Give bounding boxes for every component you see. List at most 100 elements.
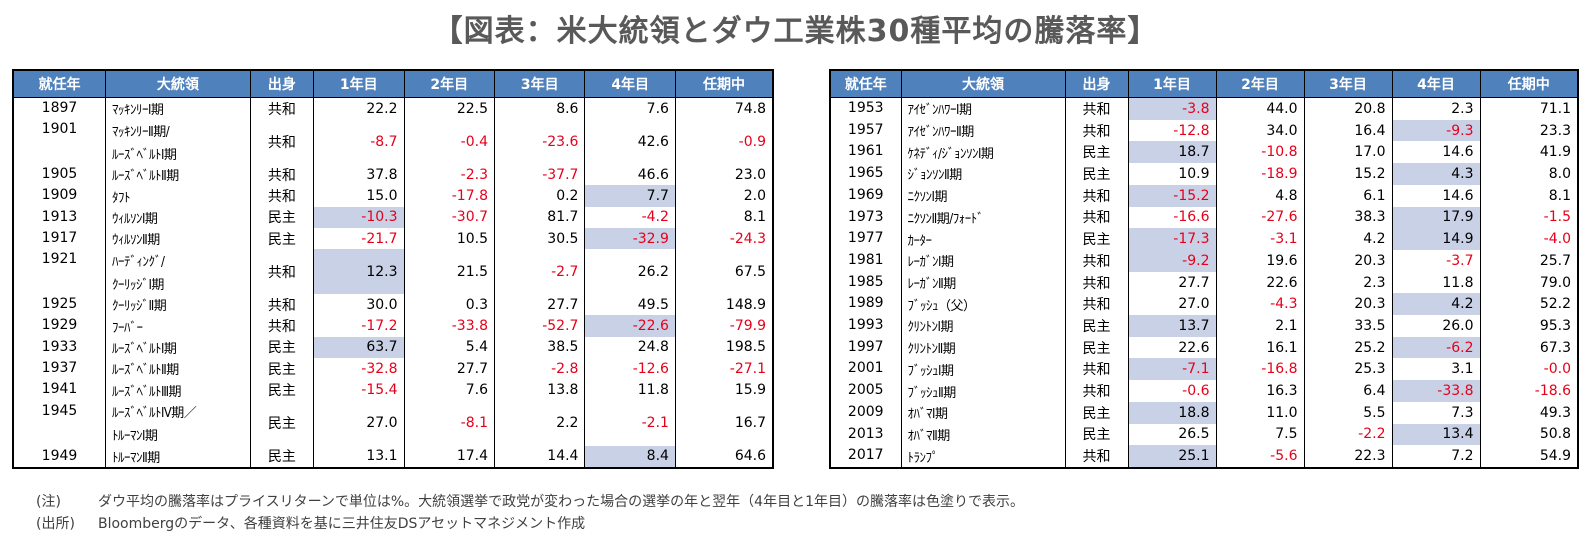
cell-year2: 34.0 [1215, 119, 1304, 142]
cell-year1: 12.3 [313, 249, 405, 295]
cell-year2: -30.7 [403, 206, 495, 229]
cell-year3: -2.8 [493, 358, 585, 380]
cell-year3: -52.7 [493, 315, 585, 337]
cell-party: 民主 [249, 336, 314, 359]
cell-party: 共和 [1064, 206, 1128, 229]
cell-year1: 10.9 [1127, 163, 1216, 185]
cell-term: 71.1 [1479, 97, 1577, 120]
cell-term: 52.2 [1479, 293, 1577, 316]
cell-year2: -5.6 [1215, 445, 1304, 467]
cell-party: 共和 [249, 119, 314, 165]
cell-year4: -22.6 [584, 315, 676, 337]
cell-year1: -8.7 [313, 119, 405, 165]
cell-year4: 8.4 [584, 445, 676, 467]
cell-party: 共和 [1064, 184, 1128, 207]
cell-party: 共和 [249, 294, 314, 316]
cell-year2: 2.1 [1215, 315, 1304, 337]
col-header-year4: 4年目 [1391, 71, 1480, 98]
table-row: 1901 ﾏｯｷﾝﾘｰⅡ期/ﾙｰｽﾞﾍﾞﾙﾄⅠ期 共和 -8.7 -0.4 -23.6 42… [14, 119, 772, 165]
president-name-line: ｸﾘﾝﾄﾝⅠ期 [907, 320, 954, 336]
cell-year3: 20.8 [1303, 97, 1392, 120]
cell-year: 1925 [41, 296, 78, 313]
president-name-line: ﾏｯｷﾝﾘｰⅠ期 [111, 103, 164, 119]
cell-president: ｳｨﾙｿﾝⅠ期 [104, 206, 251, 229]
cell-year3: 25.2 [1303, 336, 1392, 359]
cell-party: 共和 [1064, 119, 1128, 142]
cell-president: ﾄﾙｰﾏﾝⅡ期 [104, 445, 251, 467]
col-header-year: 就任年 [14, 71, 106, 98]
table-row: 2017 ﾄﾗﾝﾌﾟ 共和 25.1 -5.6 22.3 7.2 54.9 [831, 445, 1577, 467]
cell-party: 共和 [249, 97, 314, 120]
cell-year1: -0.6 [1127, 380, 1216, 402]
cell-year4: 14.6 [1391, 184, 1480, 207]
cell-year4: 13.4 [1391, 423, 1480, 446]
table-row: 1949 ﾄﾙｰﾏﾝⅡ期 民主 13.1 17.4 14.4 8.4 64.6 [14, 445, 772, 467]
president-name-line: ﾄﾙｰﾏﾝⅠ期 [111, 429, 158, 445]
cell-year4: 7.6 [584, 97, 676, 120]
cell-president: ﾌｰﾊﾞｰ [104, 315, 251, 337]
cell-year1: -15.4 [313, 379, 405, 401]
cell-year4: 4.2 [1391, 293, 1480, 316]
cell-year2: 5.4 [403, 336, 495, 359]
col-header-party: 出身 [249, 71, 314, 98]
cell-year: 1985 [847, 273, 884, 290]
cell-term: 64.6 [674, 445, 772, 467]
cell-year: 1945 [41, 402, 78, 419]
cell-term: 198.5 [674, 336, 772, 359]
cell-year4: 14.6 [1391, 141, 1480, 164]
president-name-line: ﾏｯｷﾝﾘｰⅡ期/ [111, 124, 170, 140]
col-header-year2: 2年目 [1215, 71, 1304, 98]
cell-term: 8.0 [1479, 163, 1577, 185]
cell-year2: -2.3 [403, 164, 495, 186]
cell-year3: -2.2 [1303, 423, 1392, 446]
cell-year: 1961 [847, 143, 884, 160]
president-name-line: ｱｲｾﾞﾝﾊﾜｰⅠ期 [907, 103, 972, 119]
cell-year: 1905 [41, 166, 78, 183]
cell-year3: -23.6 [493, 119, 585, 165]
cell-president: ﾙｰｽﾞﾍﾞﾙﾄⅢ期 [104, 379, 251, 401]
cell-year4: -3.7 [1391, 249, 1480, 272]
cell-year4: 7.3 [1391, 401, 1480, 424]
cell-year: 1897 [41, 100, 78, 116]
president-name-line: ﾙｰｽﾞﾍﾞﾙﾄⅠ期 [111, 147, 177, 163]
president-name-line: ｸｰﾘｯｼﾞⅡ期 [111, 299, 167, 315]
cell-party: 共和 [1064, 97, 1128, 120]
col-header-party: 出身 [1064, 71, 1128, 98]
cell-president: ｱｲｾﾞﾝﾊﾜｰⅠ期 [900, 97, 1065, 120]
cell-year2: -33.8 [403, 315, 495, 337]
president-name-line: ﾊｰﾃﾞｨﾝｸﾞ/ [111, 254, 165, 270]
cell-president: ｳｨﾙｿﾝⅡ期 [104, 228, 251, 250]
cell-term: -0.0 [1479, 358, 1577, 381]
table-row: 1973 ﾆｸｿﾝⅡ期/ﾌｫｰﾄﾞ 共和 -16.6 -27.6 38.3 17.9 -1.5 [831, 206, 1577, 229]
cell-year3: 6.4 [1303, 380, 1392, 402]
cell-year4: 24.8 [584, 336, 676, 359]
cell-year2: -3.1 [1215, 228, 1304, 250]
cell-year3: 2.2 [493, 400, 585, 446]
cell-year4: -6.2 [1391, 336, 1480, 359]
cell-year4: -9.3 [1391, 119, 1480, 142]
table-row: 1961 ｹﾈﾃﾞｨ/ｼﾞｮﾝｿﾝⅠ期 民主 18.7 -10.8 17.0 14.6 41.… [831, 141, 1577, 164]
cell-party: 共和 [249, 185, 314, 207]
cell-party: 民主 [249, 358, 314, 380]
cell-year4: 49.5 [584, 294, 676, 316]
cell-year4: 46.6 [584, 164, 676, 186]
cell-term: 67.3 [1479, 336, 1577, 359]
cell-year2: 17.4 [403, 445, 495, 467]
cell-year4: 26.0 [1391, 315, 1480, 337]
cell-year1: 26.5 [1127, 423, 1216, 446]
cell-year1: 27.7 [1127, 271, 1216, 294]
president-name-line: ﾚｰｶﾞﾝⅠ期 [907, 255, 954, 271]
cell-year: 1949 [41, 447, 78, 464]
cell-party: 民主 [249, 400, 314, 446]
col-header-year3: 3年目 [493, 71, 585, 98]
col-header-term: 任期中 [1479, 71, 1577, 98]
cell-year2: 21.5 [403, 249, 495, 295]
cell-year3: 15.2 [1303, 163, 1392, 185]
cell-year4: 11.8 [1391, 271, 1480, 294]
cell-year2: -18.9 [1215, 163, 1304, 185]
president-name-line: ﾄﾙｰﾏﾝⅡ期 [111, 450, 160, 466]
table-row: 1997 ｸﾘﾝﾄﾝⅡ期 民主 22.6 16.1 25.2 -6.2 67.3 [831, 336, 1577, 359]
cell-year2: -10.8 [1215, 141, 1304, 164]
header-row: 就任年 大統領 出身 1年目 2年目 3年目 4年目 任期中 [831, 71, 1577, 98]
cell-year: 1973 [847, 208, 884, 225]
